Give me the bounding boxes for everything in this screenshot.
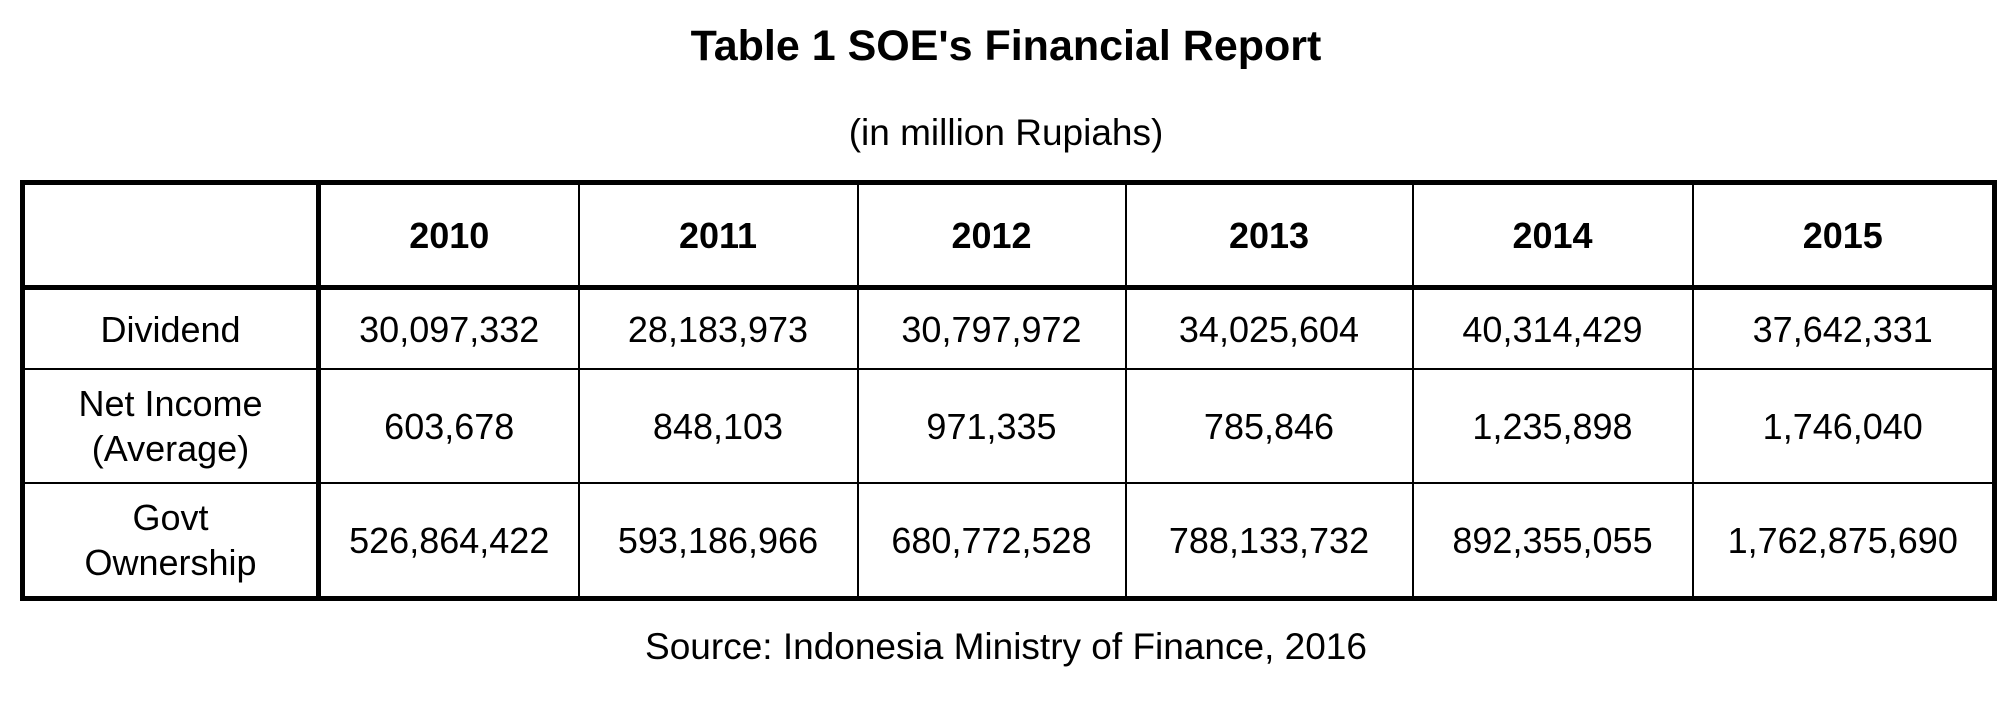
table-head: 2010 2011 2012 2013 2014 2015 <box>21 181 1996 290</box>
column-header: 2013 <box>1124 181 1414 290</box>
cell: 892,355,055 <box>1411 482 1694 600</box>
row-label: Net Income (Average) <box>21 368 321 484</box>
row-label: Dividend <box>21 286 321 370</box>
cell: 1,235,898 <box>1411 368 1694 484</box>
cell: 788,133,732 <box>1124 482 1414 600</box>
cell: 40,314,429 <box>1411 286 1694 370</box>
cell: 30,097,332 <box>317 286 580 370</box>
table-row: Govt Ownership 526,864,422 593,186,966 680,7… <box>21 482 1996 600</box>
cell: 1,746,040 <box>1691 368 1996 484</box>
column-header: 2011 <box>577 181 859 290</box>
cell: 785,846 <box>1124 368 1414 484</box>
data-table: 2010 2011 2012 2013 2014 2015 Dividend 30,097,… <box>20 180 1997 601</box>
table-body: Dividend 30,097,332 28,183,973 30,797,972 34… <box>21 286 1996 600</box>
column-header: 2010 <box>317 181 580 290</box>
table-row: Net Income (Average) 603,678 848,103 971,335… <box>21 368 1996 484</box>
row-label-line: Govt <box>132 497 209 538</box>
table-row: Dividend 30,097,332 28,183,973 30,797,972 34… <box>21 286 1996 370</box>
column-header: 2012 <box>856 181 1127 290</box>
cell: 603,678 <box>317 368 580 484</box>
cell: 593,186,966 <box>577 482 859 600</box>
corner-cell <box>21 181 321 290</box>
column-header: 2015 <box>1691 181 1996 290</box>
row-label-line: (Average) <box>91 428 250 469</box>
cell: 848,103 <box>577 368 859 484</box>
column-header: 2014 <box>1411 181 1694 290</box>
cell: 34,025,604 <box>1124 286 1414 370</box>
cell: 680,772,528 <box>856 482 1127 600</box>
row-label-line: Dividend <box>100 308 241 350</box>
cell: 526,864,422 <box>317 482 580 600</box>
cell: 971,335 <box>856 368 1127 484</box>
subtitle: (in million Rupiahs) <box>848 112 1164 153</box>
header-row: 2010 2011 2012 2013 2014 2015 <box>21 181 1996 290</box>
cell: 30,797,972 <box>856 286 1127 370</box>
row-label-line: Net Income <box>78 383 263 424</box>
row-label: Govt Ownership <box>21 482 321 600</box>
title: Table 1 SOE's Financial Report <box>690 22 1322 70</box>
row-label-line: Ownership <box>84 542 257 583</box>
cell: 28,183,973 <box>577 286 859 370</box>
cell: 37,642,331 <box>1691 286 1996 370</box>
source: Source: Indonesia Ministry of Finance, 2… <box>645 626 1367 667</box>
cell: 1,762,875,690 <box>1691 482 1996 600</box>
